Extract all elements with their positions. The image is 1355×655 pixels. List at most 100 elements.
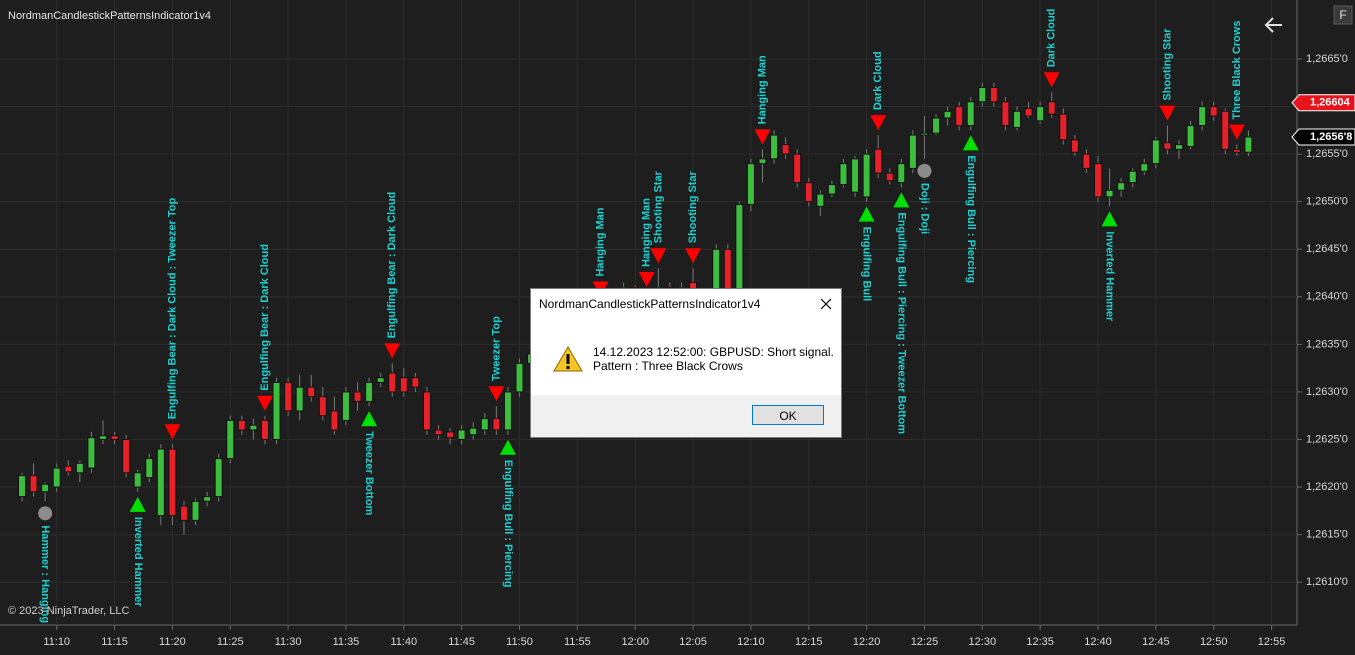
pattern-label: Inverted Hammer <box>132 517 144 608</box>
chart-title: NordmanCandlestickPatternsIndicator1v4 <box>8 10 211 22</box>
signal-arrow-down <box>488 386 505 402</box>
candle-body <box>365 381 374 402</box>
signal-dot <box>917 163 932 178</box>
signal-arrow-up <box>858 206 875 222</box>
x-tick-label: 11:30 <box>275 636 302 648</box>
x-tick-label: 12:05 <box>679 636 707 648</box>
y-tick-label: 1,2620'0 <box>1306 481 1348 493</box>
x-tick-label: 12:25 <box>911 636 939 648</box>
candle-body <box>237 419 246 431</box>
price-marker <box>1291 94 1355 112</box>
candle-body <box>376 377 385 383</box>
signal-arrow-down <box>1159 105 1176 121</box>
candle-body <box>388 372 397 393</box>
candle-body <box>1036 106 1045 122</box>
candle-body <box>260 419 269 440</box>
x-tick-label: 11:45 <box>448 636 475 648</box>
candle-body <box>978 87 987 103</box>
candle-body <box>1175 144 1183 150</box>
axes: 1,2610'0 1,2615'0 1,2620'0 1,2625'0 1,2630'0… <box>43 53 1355 648</box>
pattern-label: Shooting Star <box>1161 28 1173 101</box>
candle-body <box>330 410 339 431</box>
y-tick-label: 1,2650'0 <box>1306 196 1348 208</box>
candle-body <box>469 427 478 436</box>
candle-body <box>446 431 455 439</box>
candle-body <box>249 424 258 431</box>
x-tick-label: 11:10 <box>43 636 70 648</box>
candle-body <box>110 435 119 440</box>
x-tick-label: 12:00 <box>621 636 649 648</box>
candle-body <box>226 419 235 460</box>
candle-body <box>1001 101 1010 127</box>
candle-body <box>804 182 813 203</box>
candle-body <box>1151 139 1160 165</box>
candle-body <box>318 396 327 417</box>
toolbar-button-label[interactable]: F <box>1339 8 1346 22</box>
candle-body <box>203 496 212 502</box>
pattern-label: Engulfing Bear : Dark Cloud <box>259 244 271 391</box>
alert-dialog: NordmanCandlestickPatternsIndicator1v4 1… <box>530 288 842 438</box>
signal-dot <box>38 506 53 521</box>
candle-body <box>492 418 501 431</box>
x-tick-label: 12:10 <box>737 636 765 648</box>
candle-body <box>1198 106 1207 127</box>
y-tick-label: 1,2655'0 <box>1306 148 1348 160</box>
signal-arrow-up <box>499 439 516 455</box>
pattern-label: Hanging Man <box>641 198 653 267</box>
signal-arrow-down <box>650 248 667 264</box>
y-tick-label: 1,2610'0 <box>1306 576 1348 588</box>
x-tick-label: 11:20 <box>159 636 186 648</box>
message-line: 14.12.2023 12:52:00: GBPUSD: Short signa… <box>593 345 834 359</box>
price-marker-label: 1,26604 <box>1310 97 1351 109</box>
candle-body <box>411 377 420 388</box>
toolbar-button[interactable] <box>1333 5 1353 25</box>
dialog-footer: OK <box>531 395 841 437</box>
candle-body <box>793 153 802 184</box>
pattern-label: Tweezer Bottom <box>363 431 375 515</box>
dialog-close[interactable] <box>820 298 832 310</box>
candle-body <box>295 386 304 412</box>
x-tick-label: 12:45 <box>1142 636 1170 648</box>
x-tick-label: 11:25 <box>217 636 244 648</box>
candle-body <box>272 381 281 440</box>
x-tick-label: 11:15 <box>101 636 128 648</box>
x-tick-label: 12:30 <box>969 636 997 648</box>
price-marker <box>1291 128 1355 146</box>
candle-body <box>1221 110 1230 150</box>
pattern-label: Hanging Man <box>594 207 606 276</box>
candle-body <box>827 184 836 195</box>
candle-body <box>839 163 848 186</box>
x-tick-label: 11:50 <box>506 636 533 648</box>
candle-body <box>770 134 779 160</box>
x-tick-label: 12:55 <box>1258 636 1286 648</box>
candle-body <box>758 158 767 165</box>
warning-icon <box>553 346 583 372</box>
candle-body <box>816 193 825 207</box>
pattern-label: Three Black Crows <box>1231 21 1243 120</box>
pattern-label: Hammer : Hanging Man <box>39 525 51 648</box>
signal-arrow-down <box>256 395 273 411</box>
candle-body <box>353 391 362 402</box>
candle-body <box>781 144 790 155</box>
candle-body <box>214 458 223 498</box>
copyright: © 2023 NinjaTrader, LLC <box>8 605 129 617</box>
candle-body <box>932 117 941 134</box>
candle-body <box>29 475 38 493</box>
x-tick-label: 11:55 <box>564 636 591 648</box>
candle-body <box>1070 139 1079 153</box>
candle-body <box>307 386 316 398</box>
pattern-label: Shooting Star <box>652 170 664 243</box>
candle-body <box>168 448 177 517</box>
candle-body <box>1140 163 1149 172</box>
pattern-label: Shooting Star <box>687 170 699 243</box>
price-marker-label: 1,2656'8 <box>1310 131 1352 143</box>
candle-body <box>1013 110 1022 128</box>
back-icon[interactable] <box>1264 17 1282 33</box>
candle-body <box>1232 148 1241 153</box>
ok-button[interactable]: OK <box>752 405 824 425</box>
candle-body <box>133 472 142 488</box>
candle-body <box>145 458 154 479</box>
x-tick-label: 12:35 <box>1026 636 1054 648</box>
